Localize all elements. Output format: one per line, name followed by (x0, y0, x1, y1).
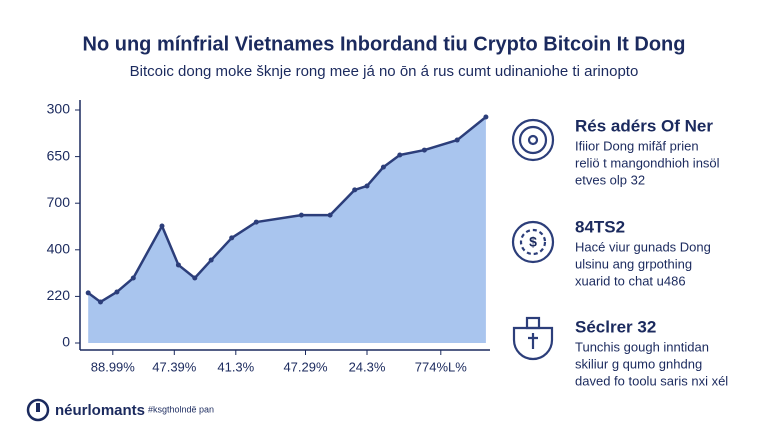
point (159, 223, 165, 229)
point (229, 235, 235, 241)
y-tick-label: 400 (47, 241, 71, 257)
panel-text: Tunchis gough inntidan (575, 339, 709, 354)
point (352, 187, 358, 193)
x-tick-label: 88.99% (91, 359, 136, 374)
point (175, 262, 181, 268)
point (483, 114, 489, 120)
point (114, 289, 120, 295)
icon-3 (512, 316, 554, 361)
point (98, 299, 103, 305)
y-tick-label: 220 (47, 287, 71, 303)
point (85, 290, 91, 296)
panel-heading: Séclrer 32 (575, 317, 656, 336)
area (88, 116, 486, 344)
panel-heading: 84TS2 (575, 217, 625, 236)
point (208, 257, 214, 263)
logo (26, 398, 50, 422)
panel-text: ulsinu ang grpothing (575, 256, 692, 271)
point (327, 212, 333, 218)
point (253, 219, 259, 225)
brand: néurlomants (55, 402, 145, 419)
panel-text: Ifiior Dong mifǎf prien (575, 138, 699, 153)
point (421, 147, 427, 153)
panel-heading: Rés adérs Of Ner (575, 116, 713, 135)
panel-text: skiliur g qumo gnhdng (575, 356, 702, 371)
x-tick-label: 774%L% (415, 359, 467, 374)
panel-text: xuarid to chat u486 (575, 273, 686, 288)
x-tick-label: 47.39% (152, 359, 197, 374)
point (454, 137, 460, 143)
svg-text:$: $ (529, 234, 537, 250)
icon-2: $ (511, 220, 555, 264)
point (298, 212, 304, 218)
x-tick-label: 24.3% (349, 359, 386, 374)
title: No ung mínfrial Vietnames Inbordand tiu … (83, 33, 686, 55)
panel-text: Hacé viur gunads Dong (575, 239, 711, 254)
x-tick-label: 47.29% (283, 359, 328, 374)
point (380, 164, 386, 170)
panel-text: daved fo toolu saris nxi xél (575, 373, 728, 388)
icon-1 (511, 118, 555, 162)
y-tick-label: 650 (47, 147, 71, 163)
point (364, 183, 370, 189)
point (192, 275, 198, 281)
point (397, 152, 403, 158)
panel-text: reliö t mangondhioh insöl (575, 155, 720, 170)
y-tick-label: 0 (62, 334, 70, 350)
y-tick-label: 300 (47, 101, 71, 117)
point (130, 275, 136, 281)
subtitle: Bitcoic dong moke šknje rong mee já no ō… (130, 63, 639, 80)
y-tick-label: 700 (47, 194, 71, 210)
tagline: #ksgtholndë pan (148, 404, 214, 414)
x-tick-label: 41.3% (217, 359, 254, 374)
panel-text: etves olp 32 (575, 172, 645, 187)
